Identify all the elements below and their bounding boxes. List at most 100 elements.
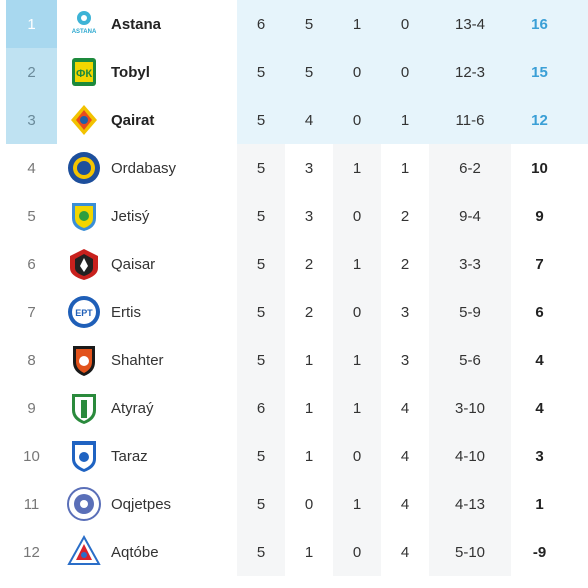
team-cell[interactable]: Oqjetpes [57, 480, 237, 528]
played-cell: 5 [256, 111, 266, 129]
team-cell[interactable]: Taraz [57, 432, 237, 480]
losses-cell: 4 [400, 399, 410, 417]
wins-cell: 1 [304, 399, 314, 417]
wins-cell: 5 [304, 15, 314, 33]
wins-cell: 2 [304, 255, 314, 273]
table-row[interactable]: 10 Taraz 5 1 0 4 4-10 3 [0, 432, 588, 480]
draws-cell: 1 [333, 480, 381, 528]
qaisar-logo-icon [66, 246, 102, 282]
table-row[interactable]: 9 Atyraý 6 1 1 4 3-10 4 [0, 384, 588, 432]
table-row[interactable]: 5 Jetisý 5 3 0 2 9-4 9 [0, 192, 588, 240]
wins-cell: 0 [304, 495, 314, 513]
wins-cell: 4 [304, 111, 314, 129]
draws-cell: 1 [333, 336, 381, 384]
points-cell: 3 [535, 447, 544, 465]
team-cell[interactable]: ASTANA Astana [57, 0, 237, 48]
table-row[interactable]: 4 Ordabasy 5 3 1 1 6-2 10 [0, 144, 588, 192]
table-row[interactable]: 8 Shahter 5 1 1 3 5-6 4 [0, 336, 588, 384]
points-cell: 4 [535, 351, 544, 369]
position-cell: 3 [6, 96, 57, 144]
team-cell[interactable]: Ordabasy [57, 144, 237, 192]
table-row[interactable]: 2 ФК Tobyl 5 5 0 0 12-3 15 [0, 48, 588, 96]
played-cell: 5 [237, 528, 285, 576]
losses-cell: 0 [400, 63, 410, 81]
played-cell: 5 [256, 63, 266, 81]
wins-cell: 1 [304, 351, 314, 369]
qairat-logo-icon [66, 102, 102, 138]
position-cell: 10 [23, 447, 40, 465]
team-cell[interactable]: Jetisý [57, 192, 237, 240]
position-cell: 12 [23, 543, 40, 561]
points-cell: 10 [531, 159, 548, 177]
oqjetpes-logo-icon [66, 486, 102, 522]
losses-cell: 0 [400, 15, 410, 33]
top-row-highlight [237, 0, 588, 48]
team-cell[interactable]: Qaisar [57, 240, 237, 288]
played-cell: 5 [237, 144, 285, 192]
goals-cell: 12-3 [454, 63, 486, 81]
table-row[interactable]: 7 ЕРТ Ertis 5 2 0 3 5-9 6 [0, 288, 588, 336]
svg-text:ЕРТ: ЕРТ [75, 308, 93, 318]
team-cell[interactable]: ФК Tobyl [57, 48, 237, 96]
goals-cell: 3-3 [429, 240, 511, 288]
jetisy-logo-icon [66, 198, 102, 234]
goals-cell: 5-6 [429, 336, 511, 384]
goals-cell: 11-6 [455, 111, 485, 129]
table-row[interactable]: 1 ASTANA Astana 6 5 1 0 13-4 16 [0, 0, 588, 48]
losses-cell: 2 [400, 255, 410, 273]
team-name: Aqtóbe [111, 543, 159, 561]
played-cell: 5 [237, 288, 285, 336]
atyrau-logo-icon [66, 390, 102, 426]
points-cell: 7 [535, 255, 544, 273]
ertis-logo-icon: ЕРТ [66, 294, 102, 330]
position-cell: 4 [27, 159, 36, 177]
position-cell: 2 [6, 48, 57, 96]
played-cell: 6 [237, 384, 285, 432]
top-row-highlight [237, 96, 588, 144]
played-cell: 5 [237, 336, 285, 384]
played-cell: 6 [256, 15, 266, 33]
position-cell: 5 [27, 207, 36, 225]
goals-cell: 13-4 [454, 15, 486, 33]
losses-cell: 1 [400, 111, 410, 129]
team-name: Qairat [111, 111, 155, 129]
losses-cell: 4 [400, 495, 410, 513]
wins-cell: 3 [304, 159, 314, 177]
points-cell: -9 [532, 543, 547, 561]
draws-cell: 1 [333, 384, 381, 432]
table-row[interactable]: 11 Oqjetpes 5 0 1 4 4-13 1 [0, 480, 588, 528]
position-cell: 7 [27, 303, 36, 321]
losses-cell: 1 [400, 159, 410, 177]
losses-cell: 4 [400, 543, 410, 561]
table-row[interactable]: 6 Qaisar 5 2 1 2 3-3 7 [0, 240, 588, 288]
team-name: Taraz [111, 447, 148, 465]
goals-cell: 4-10 [429, 432, 511, 480]
team-cell[interactable]: Shahter [57, 336, 237, 384]
position-cell: 1 [6, 0, 57, 48]
draws-cell: 0 [352, 111, 362, 129]
losses-cell: 2 [400, 207, 410, 225]
table-row[interactable]: 12 Aqtóbe 5 1 0 4 5-10 -9 [0, 528, 588, 576]
aqtobe-logo-icon [66, 534, 102, 570]
points-cell: 4 [535, 399, 544, 417]
team-cell[interactable]: Atyraý [57, 384, 237, 432]
losses-cell: 3 [400, 303, 410, 321]
team-cell[interactable]: Qairat [57, 96, 237, 144]
goals-cell: 3-10 [429, 384, 511, 432]
table-row[interactable]: 3 Qairat 5 4 0 1 11-6 12 [0, 96, 588, 144]
goals-cell: 6-2 [429, 144, 511, 192]
draws-cell: 1 [352, 15, 362, 33]
losses-cell: 4 [400, 447, 410, 465]
taraz-logo-icon [66, 438, 102, 474]
played-cell: 5 [237, 480, 285, 528]
svg-text:ФК: ФК [76, 68, 92, 80]
team-name: Ertis [111, 303, 141, 321]
tobyl-logo-icon: ФК [66, 54, 102, 90]
points-cell: 1 [535, 495, 544, 513]
team-cell[interactable]: Aqtóbe [57, 528, 237, 576]
points-cell: 12 [531, 111, 548, 129]
shahter-logo-icon [66, 342, 102, 378]
goals-cell: 5-9 [429, 288, 511, 336]
team-cell[interactable]: ЕРТ Ertis [57, 288, 237, 336]
